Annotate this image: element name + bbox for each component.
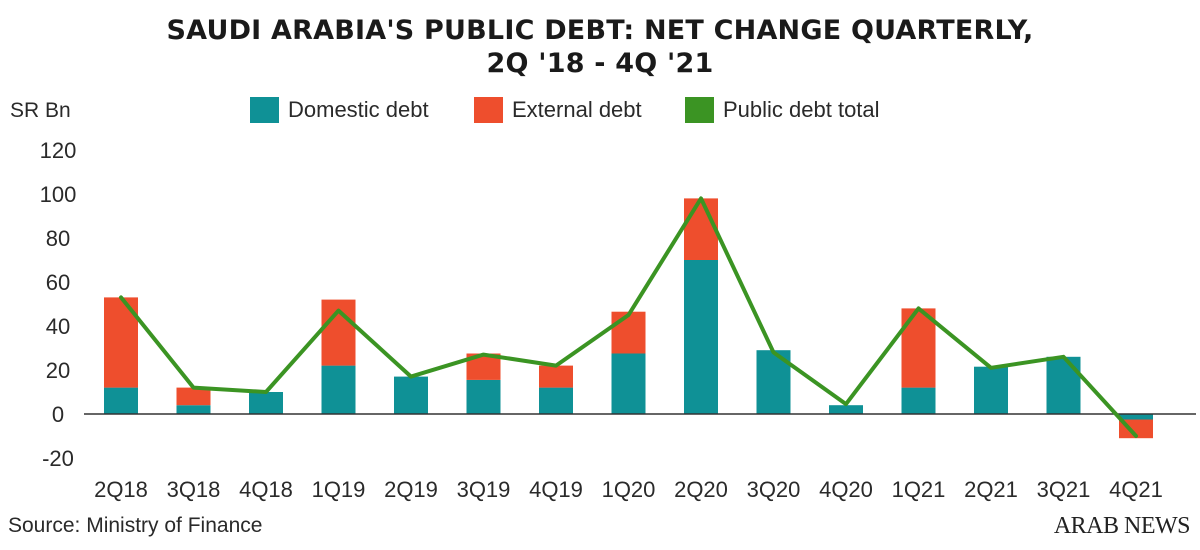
bar-domestic-2Q18 [104,387,138,414]
x-tick-label: 3Q19 [457,477,511,502]
x-tick-label: 2Q19 [384,477,438,502]
x-tick-label: 2Q18 [94,477,148,502]
bar-domestic-4Q19 [539,387,573,414]
chart-title-line-1: SAUDI ARABIA'S PUBLIC DEBT: NET CHANGE Q… [166,15,1034,46]
x-tick-label: 1Q20 [602,477,656,502]
y-axis-unit-label: SR Bn [10,99,71,122]
legend-label-external: External debt [512,97,642,122]
bar-domestic-3Q19 [466,379,501,414]
chart-title: SAUDI ARABIA'S PUBLIC DEBT: NET CHANGE Q… [0,14,1200,80]
chart-title-line-2: 2Q '18 - 4Q '21 [486,48,714,79]
x-tick-label: 3Q20 [747,477,801,502]
x-tick-label: 3Q18 [167,477,221,502]
y-tick-label: 60 [46,270,70,295]
bar-domestic-3Q18 [176,405,211,414]
legend-external-debt: External debt [474,97,642,123]
legend-swatch-total [685,97,714,123]
y-tick-label: 80 [46,226,70,251]
bar-domestic-1Q21 [901,387,936,414]
bar-external-3Q18 [176,387,211,406]
bar-external-4Q19 [539,365,573,388]
x-tick-label: 4Q19 [529,477,583,502]
y-tick-label: 40 [46,314,70,339]
bar-external-1Q20 [611,311,646,354]
legend-swatch-external [474,97,503,123]
legend-domestic-debt: Domestic debt [250,97,429,123]
bar-domestic-1Q19 [321,365,356,414]
y-tick-label: 20 [46,358,70,383]
legend-label-domestic: Domestic debt [288,97,429,122]
legend-public-debt-total: Public debt total [685,97,880,123]
bar-domestic-1Q20 [611,353,646,414]
bar-domestic-4Q18 [249,392,283,414]
bar-domestic-2Q21 [974,366,1008,414]
x-tick-label: 2Q20 [674,477,728,502]
x-tick-label: 2Q21 [964,477,1018,502]
y-tick-label: -20 [42,446,74,471]
x-tick-label: 4Q18 [239,477,293,502]
x-tick-label: 1Q21 [892,477,946,502]
bar-domestic-4Q21 [1119,414,1153,420]
y-tick-label: 120 [40,138,77,163]
legend-label-total: Public debt total [723,97,880,122]
bar-domestic-3Q21 [1046,356,1081,414]
bar-external-2Q20 [684,198,718,260]
x-tick-label: 4Q21 [1109,477,1163,502]
source-note: Source: Ministry of Finance [8,514,263,537]
bar-domestic-2Q19 [394,376,428,414]
publisher-logo: ARAB NEWS [1053,513,1191,539]
x-tick-label: 1Q19 [312,477,366,502]
y-tick-label: 0 [52,402,64,427]
x-tick-label: 4Q20 [819,477,873,502]
bar-domestic-2Q20 [684,260,718,414]
y-tick-label: 100 [40,182,77,207]
legend-swatch-domestic [250,97,279,123]
x-tick-label: 3Q21 [1037,477,1091,502]
bar-domestic-4Q20 [829,405,863,414]
